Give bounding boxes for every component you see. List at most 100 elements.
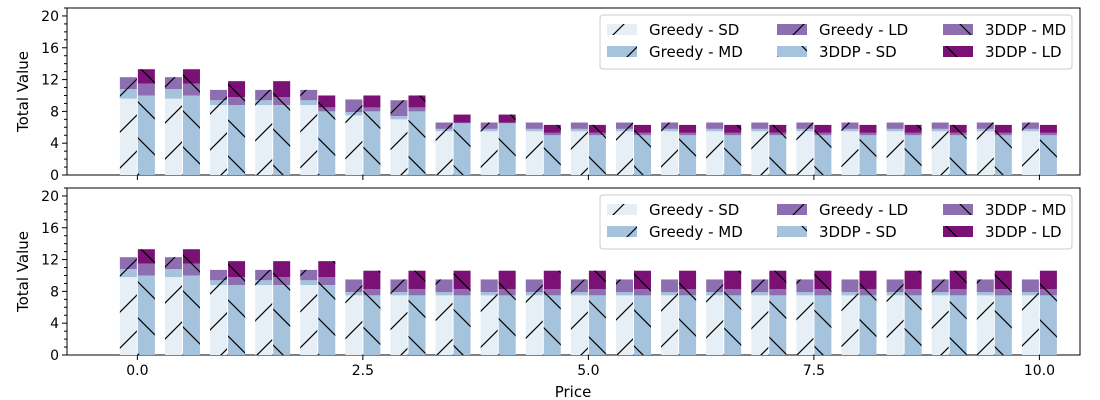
bar-hatch bbox=[300, 100, 318, 106]
legend-swatch-hatch bbox=[607, 204, 637, 215]
bar-hatch bbox=[886, 295, 904, 355]
bar-hatch bbox=[724, 132, 742, 136]
bar-hatch bbox=[363, 95, 381, 108]
bar-hatch bbox=[994, 295, 1012, 355]
bar-hatch bbox=[588, 295, 606, 355]
y-tick-label: 12 bbox=[41, 73, 59, 89]
bar-hatch bbox=[363, 288, 381, 296]
bar-hatch bbox=[1021, 279, 1039, 293]
legend-label: Greedy - LD bbox=[819, 21, 908, 39]
bar-hatch bbox=[453, 122, 471, 124]
bar-hatch bbox=[679, 132, 697, 136]
bar-hatch bbox=[949, 288, 967, 296]
bar-hatch bbox=[498, 123, 516, 175]
bar-hatch bbox=[904, 135, 922, 175]
bar-hatch bbox=[543, 135, 561, 175]
bar-hatch bbox=[390, 100, 408, 117]
bar-hatch bbox=[408, 111, 426, 175]
bar-hatch bbox=[751, 128, 769, 132]
bar-hatch bbox=[345, 115, 363, 175]
bar-hatch bbox=[137, 275, 155, 355]
bar-hatch bbox=[615, 131, 633, 175]
bar-hatch bbox=[615, 128, 633, 132]
bar-hatch bbox=[119, 269, 137, 278]
bar-hatch bbox=[1039, 288, 1057, 296]
bar-hatch bbox=[137, 83, 155, 96]
bar-hatch bbox=[318, 111, 336, 175]
bar-hatch bbox=[886, 128, 904, 132]
bar-hatch bbox=[976, 279, 994, 293]
bar-hatch bbox=[886, 292, 904, 296]
x-tick-label: 2.5 bbox=[352, 363, 374, 379]
bar-hatch bbox=[164, 277, 182, 355]
bar-hatch bbox=[886, 122, 904, 129]
bar-hatch bbox=[435, 292, 453, 296]
bar-hatch bbox=[706, 292, 724, 296]
bar-hatch bbox=[859, 295, 877, 355]
bar-hatch bbox=[543, 132, 561, 136]
y-tick-label: 16 bbox=[41, 41, 59, 57]
bar-hatch bbox=[904, 124, 922, 133]
bar-hatch bbox=[453, 123, 471, 175]
bar-hatch bbox=[137, 249, 155, 264]
y-tick-label: 8 bbox=[50, 284, 59, 300]
bar-hatch bbox=[751, 131, 769, 175]
bar-hatch bbox=[904, 270, 922, 289]
bar-hatch bbox=[588, 288, 606, 296]
bar-hatch bbox=[931, 128, 949, 132]
bar-hatch bbox=[615, 292, 633, 296]
x-tick-label: 5.0 bbox=[577, 363, 599, 379]
bar-hatch bbox=[1021, 128, 1039, 132]
legend-swatch-hatch bbox=[607, 24, 637, 35]
bar-hatch bbox=[300, 89, 318, 101]
bar-hatch bbox=[615, 295, 633, 355]
bar-hatch bbox=[679, 135, 697, 175]
bar-hatch bbox=[119, 77, 137, 90]
bar-hatch bbox=[570, 131, 588, 175]
legend-label: Greedy - SD bbox=[649, 201, 739, 219]
bar-hatch bbox=[345, 279, 363, 293]
legend-swatch-hatch bbox=[777, 46, 807, 57]
bar-hatch bbox=[498, 122, 516, 124]
y-tick-label: 20 bbox=[41, 189, 59, 205]
bar-hatch bbox=[615, 122, 633, 129]
bar-hatch bbox=[859, 288, 877, 296]
bar-hatch bbox=[633, 295, 651, 355]
bar-hatch bbox=[679, 124, 697, 133]
bar-hatch bbox=[273, 81, 291, 98]
bar-hatch bbox=[182, 249, 200, 264]
bar-hatch bbox=[318, 261, 336, 278]
bar-hatch bbox=[390, 295, 408, 355]
bar-hatch bbox=[796, 131, 814, 175]
legend-swatch-hatch bbox=[607, 226, 637, 237]
bar-hatch bbox=[796, 122, 814, 129]
bar-hatch bbox=[661, 131, 679, 175]
bar-hatch bbox=[661, 279, 679, 293]
bar-hatch bbox=[318, 107, 336, 112]
bar-hatch bbox=[543, 295, 561, 355]
bar-hatch bbox=[1021, 131, 1039, 175]
bar-hatch bbox=[408, 107, 426, 112]
legend-label: Greedy - MD bbox=[649, 223, 743, 241]
bar-hatch bbox=[841, 122, 859, 129]
bar-hatch bbox=[724, 270, 742, 289]
bar-hatch bbox=[796, 279, 814, 293]
bar-hatch bbox=[1039, 270, 1057, 289]
bar-hatch bbox=[588, 135, 606, 175]
bar-hatch bbox=[1039, 124, 1057, 133]
bar-hatch bbox=[706, 131, 724, 175]
bar-hatch bbox=[724, 124, 742, 133]
bar-hatch bbox=[182, 263, 200, 276]
bar-hatch bbox=[480, 295, 498, 355]
bar-hatch bbox=[949, 295, 967, 355]
bar-hatch bbox=[633, 135, 651, 175]
bar-hatch bbox=[182, 83, 200, 96]
y-tick-label: 8 bbox=[50, 104, 59, 120]
legend-label: Greedy - MD bbox=[649, 43, 743, 61]
bar-hatch bbox=[273, 277, 291, 286]
bar-hatch bbox=[949, 270, 967, 289]
bar-hatch bbox=[949, 124, 967, 133]
bar-hatch bbox=[228, 285, 246, 355]
legend: Greedy - SD Greedy - MD Greedy - LD 3DDP - … bbox=[599, 194, 1073, 250]
bar-hatch bbox=[841, 292, 859, 296]
